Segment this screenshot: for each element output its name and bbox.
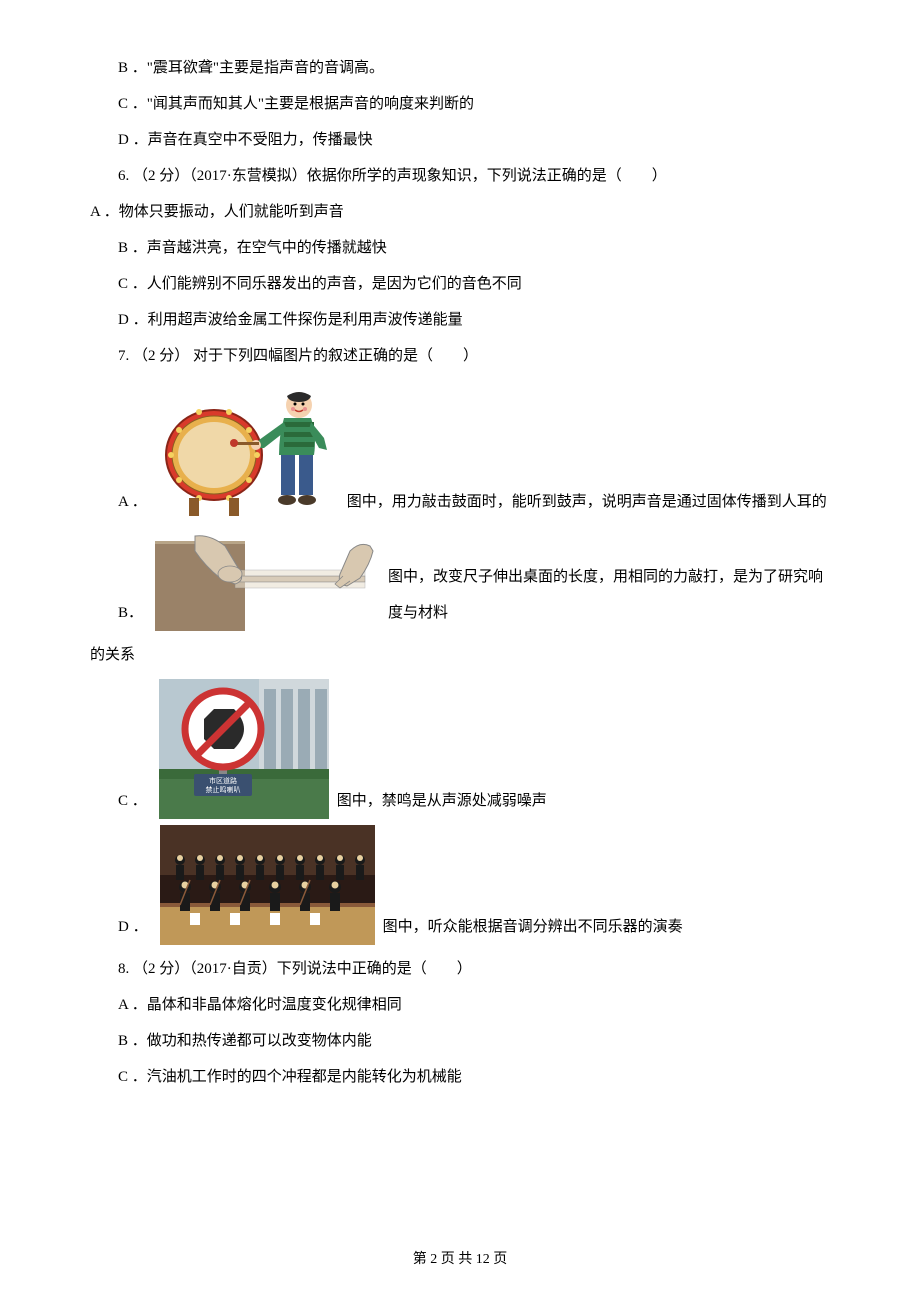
q6-option-c: C ．人们能辨别不同乐器发出的声音，是因为它们的音色不同 — [90, 266, 830, 302]
q7-option-c: C ． 市区道路 禁止鸣喇叭 图中，禁鸣是从声源处减弱噪声 — [90, 679, 830, 819]
q7-d-label: D ． — [118, 909, 148, 945]
q7-c-label: C ． — [118, 783, 147, 819]
q7-d-text: 图中，听众能根据音调分辨出不同乐器的演奏 — [383, 909, 683, 945]
sign-image: 市区道路 禁止鸣喇叭 — [159, 679, 329, 819]
q7-b-text-cont: 的关系 — [90, 637, 830, 673]
q7-stem: 7. （2 分） 对于下列四幅图片的叙述正确的是（ ） — [90, 338, 830, 374]
q7-c-text: 图中，禁鸣是从声源处减弱噪声 — [337, 783, 547, 819]
prev-option-d: D ．声音在真空中不受阻力，传播最快 — [90, 122, 830, 158]
drum-image — [159, 380, 339, 520]
q6-option-a: A ．物体只要振动，人们就能听到声音 — [90, 194, 830, 230]
q8-option-a: A ．晶体和非晶体熔化时温度变化规律相同 — [90, 987, 830, 1023]
q7-option-b: B． 图中，改变尺子伸出桌面的长度，用相同的力敲打，是为了研究响度与材料 — [90, 526, 830, 631]
q7-b-text: 图中，改变尺子伸出桌面的长度，用相同的力敲打，是为了研究响度与材料 — [388, 559, 830, 631]
page-footer: 第 2 页 共 12 页 — [0, 1243, 920, 1277]
q7-a-text: 图中，用力敲击鼓面时，能听到鼓声，说明声音是通过固体传播到人耳的 — [347, 484, 827, 520]
svg-text:禁止鸣喇叭: 禁止鸣喇叭 — [205, 785, 240, 794]
q8-option-b: B ．做功和热传递都可以改变物体内能 — [90, 1023, 830, 1059]
ruler-image — [155, 526, 380, 631]
q7-a-label: A ． — [118, 484, 147, 520]
prev-option-c: C ．"闻其声而知其人"主要是根据声音的响度来判断的 — [90, 86, 830, 122]
prev-option-b: B ．"震耳欲聋"主要是指声音的音调高。 — [90, 50, 830, 86]
q6-stem: 6. （2 分）（2017·东营模拟）依据你所学的声现象知识，下列说法正确的是（… — [90, 158, 830, 194]
q6-option-d: D ．利用超声波给金属工件探伤是利用声波传递能量 — [90, 302, 830, 338]
q7-b-label: B． — [118, 595, 143, 631]
svg-text:市区道路: 市区道路 — [209, 776, 237, 785]
q7-option-d: D ． — [90, 825, 830, 945]
q8-option-c: C ．汽油机工作时的四个冲程都是内能转化为机械能 — [90, 1059, 830, 1095]
orchestra-image — [160, 825, 375, 945]
q8-stem: 8. （2 分）（2017·自贡）下列说法中正确的是（ ） — [90, 951, 830, 987]
q6-option-b: B ．声音越洪亮，在空气中的传播就越快 — [90, 230, 830, 266]
q7-option-a: A ． — [90, 380, 830, 520]
